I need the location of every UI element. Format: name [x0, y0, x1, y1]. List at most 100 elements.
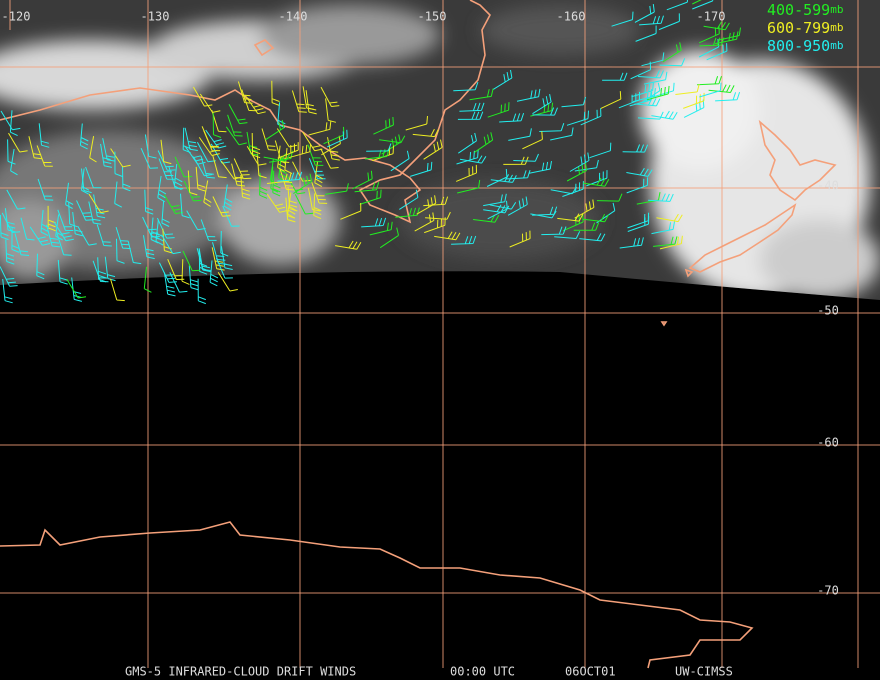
wind-barb — [574, 199, 595, 219]
footer-text: 00:00 UTC — [450, 665, 515, 679]
new-zealand-north — [758, 119, 837, 202]
wind-barb — [423, 139, 443, 160]
wind-barb — [278, 155, 287, 182]
wind-barb — [293, 173, 313, 195]
wind-barb — [653, 236, 678, 247]
wind-barb — [198, 249, 208, 275]
wind-barb — [212, 196, 231, 217]
wind-barb — [634, 4, 655, 23]
wind-barb — [499, 112, 525, 123]
wind-barb — [626, 167, 653, 177]
wind-barb — [251, 132, 261, 159]
wind-barb — [638, 70, 664, 79]
wind-barb — [211, 247, 225, 271]
cloud-imagery — [0, 0, 880, 300]
wind-barb — [37, 178, 54, 201]
wind-barb — [180, 193, 190, 219]
wind-barb — [483, 193, 507, 207]
wind-barb — [589, 142, 612, 159]
wind-barb — [451, 235, 477, 245]
wind-barb — [699, 82, 722, 98]
wind-barb — [530, 102, 554, 117]
wind-barb — [456, 164, 477, 182]
wind-barb — [102, 138, 116, 162]
wind-barb — [76, 200, 94, 221]
wind-barb — [46, 224, 61, 248]
wind-barb — [596, 193, 623, 202]
wind-barb — [698, 25, 720, 44]
wind-barb — [453, 81, 479, 92]
wind-barb — [320, 148, 339, 169]
wind-barb — [246, 145, 267, 166]
wind-barb — [313, 193, 322, 220]
wind-barb — [20, 217, 35, 241]
wind-barb — [96, 224, 112, 247]
wind-barb — [390, 150, 410, 172]
wind-barb — [492, 69, 513, 90]
wind-barb — [57, 259, 68, 285]
wind-barb — [55, 214, 64, 241]
wind-barb — [683, 99, 705, 118]
wind-barb — [648, 193, 674, 202]
longitude-label: -160 — [557, 10, 586, 24]
wind-barb — [554, 231, 581, 239]
wind-barb — [156, 217, 175, 239]
wind-barb — [692, 0, 714, 10]
wind-barb — [244, 95, 266, 115]
wind-barb — [122, 165, 131, 192]
footer: GMS-5 INFRARED-CLOUD DRIFT WINDS 00:00 UT… — [125, 665, 733, 679]
wind-barb — [652, 82, 675, 98]
wind-barb — [163, 194, 184, 215]
wind-barb — [307, 144, 324, 166]
wind-barb — [4, 208, 16, 233]
wind-barb — [562, 213, 584, 232]
wind-barb — [302, 131, 323, 152]
wind-barb — [9, 110, 18, 137]
wind-barb — [127, 240, 142, 265]
wind-barb — [434, 231, 461, 241]
wind-barb — [93, 194, 106, 219]
longitude-label: -170 — [697, 10, 726, 24]
legend-range: 400-599 — [767, 1, 830, 19]
wind-barb — [182, 250, 201, 272]
wind-barb — [399, 189, 419, 210]
wind-barb — [369, 221, 393, 236]
wind-barb — [205, 129, 227, 149]
wind-barb — [217, 272, 238, 292]
wind-barb — [539, 123, 565, 132]
wind-barb — [692, 0, 702, 5]
wind-barb — [366, 143, 392, 152]
wind-barb — [619, 237, 644, 249]
wind-barb — [199, 93, 221, 113]
wind-barb — [532, 107, 558, 116]
wind-barb — [600, 91, 622, 109]
wind-barb — [522, 131, 543, 150]
wind-barb — [622, 144, 649, 153]
wind-barb — [708, 84, 735, 93]
wind-barb — [675, 84, 700, 95]
legend-unit: mb — [830, 21, 843, 34]
wind-barb — [703, 21, 730, 31]
latitude-label: -50 — [817, 304, 839, 318]
wind-barb — [220, 246, 233, 270]
wind-barb — [47, 205, 56, 232]
wind-barb — [104, 256, 116, 282]
wind-barb — [395, 207, 420, 218]
wind-barb — [651, 110, 678, 120]
wind-barb — [643, 71, 668, 85]
wind-barb — [2, 278, 13, 304]
wind-barb — [184, 145, 206, 165]
wind-barb — [566, 110, 589, 126]
wind-barb — [287, 192, 296, 219]
wind-barb — [200, 219, 217, 241]
wind-barb — [381, 134, 401, 155]
wind-barb — [352, 170, 373, 190]
wind-barb — [405, 115, 428, 131]
wind-barb — [116, 238, 125, 264]
wind-barb — [241, 89, 257, 112]
wind-barb — [412, 128, 439, 138]
wind-barb — [379, 227, 399, 249]
wind-barb — [325, 98, 337, 123]
wind-barb — [158, 158, 175, 180]
wind-barb — [410, 161, 433, 177]
